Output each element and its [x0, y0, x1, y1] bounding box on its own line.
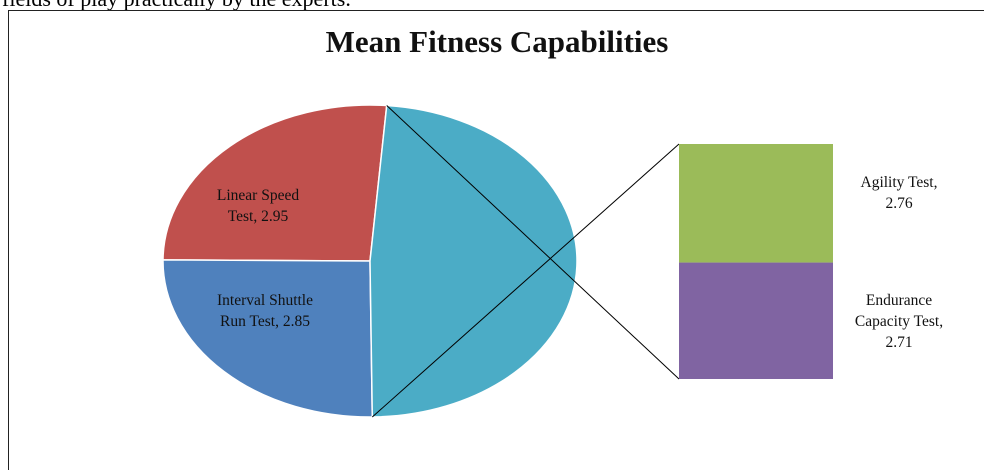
chart-frame [8, 10, 984, 470]
connector-line-bottom [386, 105, 680, 380]
connector-lines [371, 105, 680, 418]
pie-slice-linear-speed-test [162, 104, 388, 262]
cropped-body-text: fields of play practically by the expert… [2, 0, 351, 12]
chart-title: Mean Fitness Capabilities [326, 24, 669, 59]
pie-slice-interval-shuttle-run-test [162, 259, 374, 418]
bar-segment-agility-test [679, 144, 833, 263]
pie-label-interval-shuttle-run-test: Interval Shuttle Run Test, 2.85 [217, 292, 313, 330]
bar-segment-endurance-capacity-test [679, 262, 833, 379]
bar-label-agility-test: Agility Test, 2.76 [861, 174, 938, 212]
bar-label-endurance-capacity-test: Endurance Capacity Test, 2.71 [855, 292, 943, 351]
connector-line-top [371, 143, 680, 418]
bar-of-pie-chart: Mean Fitness Capabilities Linear Speed Te… [162, 24, 943, 418]
pie-label-linear-speed-test: Linear Speed Test, 2.95 [217, 187, 299, 225]
pie: Linear Speed Test, 2.95 Interval Shuttle Ru… [162, 104, 578, 418]
secondary-bar: Agility Test, 2.76 Endurance Capacity Test,… [679, 144, 943, 379]
pie-slice-other [369, 104, 578, 418]
